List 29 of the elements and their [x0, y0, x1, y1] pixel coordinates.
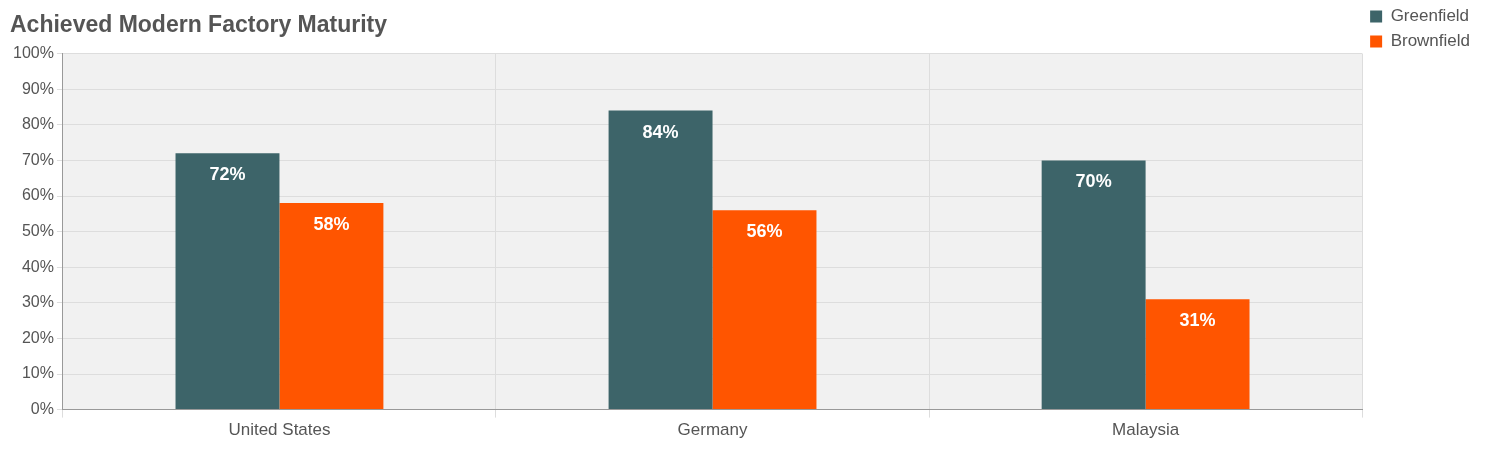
chart-title: Achieved Modern Factory Maturity: [10, 11, 388, 38]
bar: [712, 210, 817, 410]
y-tick-label: 70%: [21, 150, 54, 168]
data-label: 31%: [1179, 310, 1216, 331]
data-label: 58%: [313, 214, 350, 235]
bar: [608, 110, 713, 410]
y-tick-label: 90%: [21, 79, 54, 97]
data-label: 56%: [746, 221, 783, 242]
bar: [1145, 299, 1250, 410]
data-label: 84%: [642, 121, 679, 142]
bar: [279, 203, 384, 410]
legend-label: Brownfield: [1390, 31, 1470, 51]
y-tick-label: 80%: [21, 115, 54, 133]
data-label: 72%: [209, 164, 246, 185]
x-tick-label: United States: [228, 420, 331, 440]
y-tick-label: 100%: [13, 44, 54, 62]
bar: [175, 153, 280, 410]
y-tick-label: 10%: [21, 364, 54, 382]
x-tick-label: Malaysia: [1112, 420, 1180, 440]
y-tick-label: 60%: [21, 186, 54, 204]
y-tick-label: 20%: [21, 328, 54, 346]
y-tick-label: 0%: [30, 400, 54, 418]
legend-label: Greenfield: [1390, 6, 1470, 26]
y-tick-label: 40%: [21, 257, 54, 275]
y-tick-label: 50%: [21, 222, 54, 240]
bar: [1041, 160, 1146, 410]
y-tick-label: 30%: [21, 293, 54, 311]
x-tick-label: Germany: [677, 420, 748, 440]
data-label: 70%: [1075, 171, 1112, 192]
